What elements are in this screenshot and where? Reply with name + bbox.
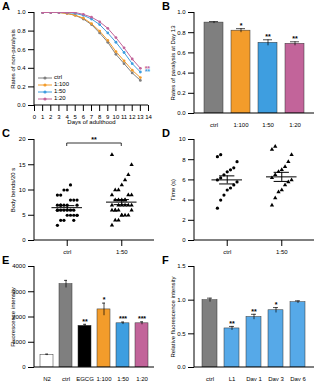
svg-text:0.0: 0.0 [177,364,186,370]
html-text:D: D [162,127,170,139]
svg-text:1.0: 1.0 [17,9,26,15]
svg-text:1.0: 1.0 [177,297,186,303]
svg-text:**: ** [251,308,257,315]
svg-text:6: 6 [182,177,186,183]
svg-text:0.2: 0.2 [17,84,26,90]
svg-text:20: 20 [19,136,26,142]
svg-text:**: ** [292,35,298,42]
svg-text:1: 1 [41,114,45,120]
svg-text:L1: L1 [229,376,236,381]
svg-text:*: * [240,22,243,29]
svg-text:0.6: 0.6 [177,50,186,56]
svg-text:1:50: 1:50 [117,376,129,381]
svg-text:*: * [103,296,106,303]
svg-text:Day 6: Day 6 [290,376,306,381]
svg-text:**: ** [145,65,151,72]
svg-text:N2: N2 [43,376,51,381]
svg-text:Body bends/20 s: Body bends/20 s [10,168,16,213]
svg-text:0: 0 [33,114,37,120]
html-text:1:100: 1:100 [54,81,69,87]
html-text:1:50: 1:50 [54,88,66,94]
svg-text:***: *** [119,315,127,322]
svg-text:3000: 3000 [12,288,26,295]
svg-text:Time (s): Time (s) [170,179,176,201]
svg-text:14: 14 [145,114,152,120]
html-text:9 10: 9 10 [106,113,120,120]
svg-text:ctrl: ctrl [62,376,70,381]
html-text:1:20: 1:20 [54,95,66,101]
svg-text:15: 15 [19,162,26,168]
svg-text:**: ** [265,33,271,40]
svg-text:1:20: 1:20 [136,376,148,381]
svg-text:**: ** [229,320,235,327]
svg-text:Fluorescence intensity: Fluorescence intensity [10,287,16,347]
svg-text:12: 12 [129,114,136,120]
svg-text:0.6: 0.6 [17,47,26,53]
svg-text:Relative fluorescence intensit: Relative fluorescence intensity [170,276,176,357]
svg-text:0.4: 0.4 [177,70,186,76]
svg-text:Rates of paralysis at Day 13: Rates of paralysis at Day 13 [170,25,176,101]
svg-text:1:100: 1:100 [96,376,112,381]
svg-text:10: 10 [19,187,26,193]
svg-text:3: 3 [57,114,61,120]
svg-text:4: 4 [65,113,69,120]
svg-text:***: *** [138,315,146,322]
svg-text:7: 7 [89,113,94,120]
svg-text:0.8: 0.8 [17,28,26,34]
svg-text:EGCG: EGCG [76,376,94,381]
html-text:B: B [162,0,170,12]
svg-text:0.8: 0.8 [177,30,186,36]
svg-text:**: ** [82,318,88,325]
svg-text:2: 2 [182,217,186,223]
svg-text:8: 8 [182,157,186,163]
svg-text:11: 11 [121,114,128,120]
svg-text:8: 8 [98,113,102,120]
svg-text:Days of adulthood: Days of adulthood [67,119,115,125]
svg-text:1.0: 1.0 [177,9,186,15]
svg-text:0.2: 0.2 [177,90,186,96]
svg-text:5: 5 [22,212,26,218]
svg-text:0.0: 0.0 [177,110,186,116]
svg-text:13: 13 [137,114,144,120]
html-text:F: F [162,254,169,266]
svg-text:**: ** [91,136,97,143]
svg-text:0.0: 0.0 [17,102,26,108]
svg-text:0.5: 0.5 [177,331,186,337]
svg-text:2000: 2000 [12,313,26,320]
svg-text:0: 0 [182,237,186,243]
svg-text:0: 0 [22,364,26,370]
svg-text:1000: 1000 [12,339,26,346]
svg-text:6: 6 [81,113,85,120]
svg-text:1.5: 1.5 [177,263,186,269]
html-text:E: E [2,254,10,266]
svg-text:Day 1: Day 1 [246,376,262,381]
html-text:C: C [2,127,10,139]
svg-text:*: * [275,301,278,308]
svg-text:Day 3: Day 3 [268,376,284,381]
svg-text:4000: 4000 [12,263,26,269]
svg-text:10: 10 [179,136,186,142]
svg-text:0.4: 0.4 [17,65,26,71]
svg-text:4: 4 [182,197,186,203]
svg-text:5: 5 [73,113,77,120]
svg-text:0: 0 [22,237,26,243]
html-text:A: A [2,0,10,12]
svg-text:2: 2 [49,114,53,120]
html-text:ctrl: ctrl [54,74,62,80]
svg-text:ctrl: ctrl [206,376,214,381]
svg-text:Rates of non-paralysis: Rates of non-paralysis [10,29,16,89]
